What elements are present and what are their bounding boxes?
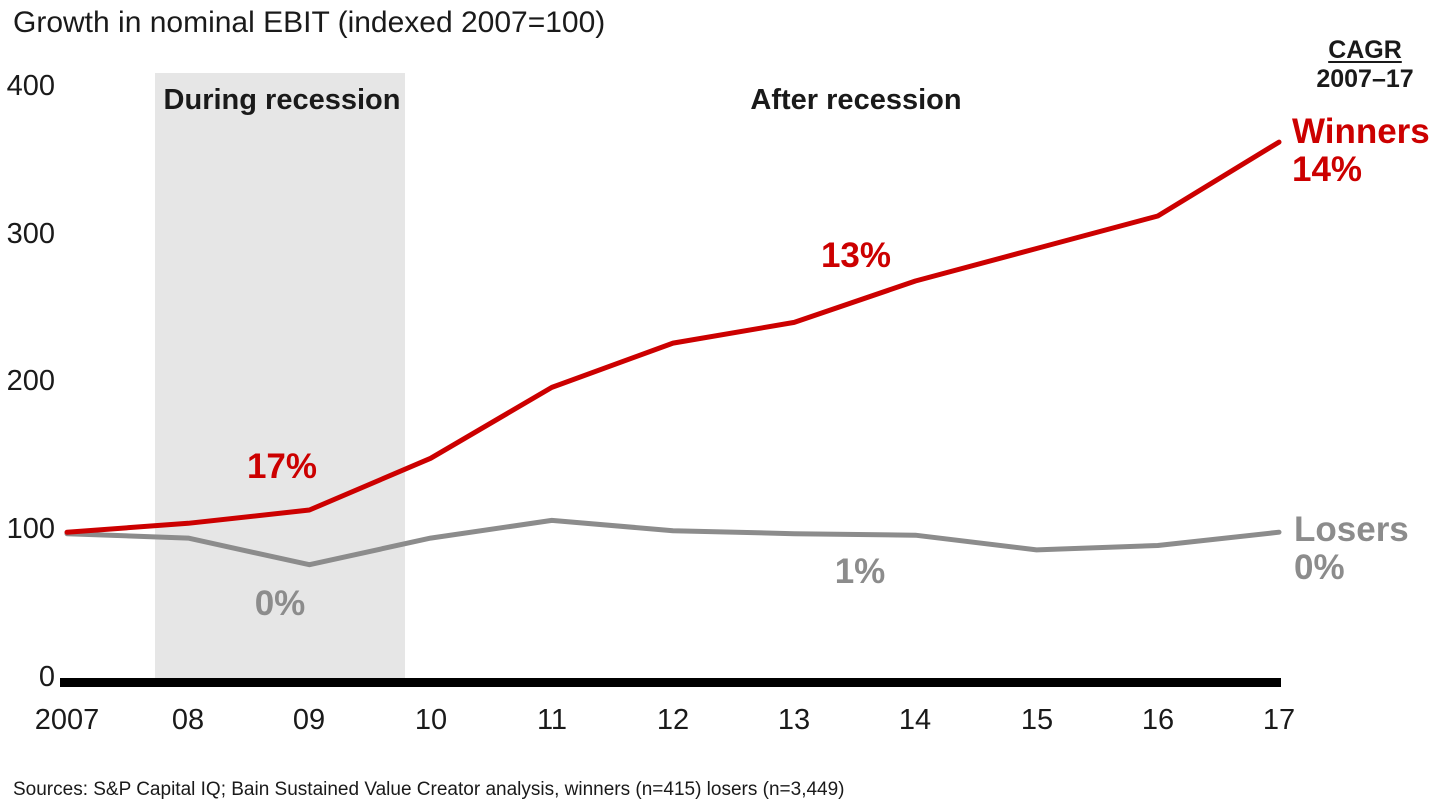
x-tick-08: 08 (171, 704, 205, 736)
winners-after-cagr-label: 13% (820, 236, 892, 275)
x-tick-09: 09 (292, 704, 326, 736)
x-tick-16: 16 (1141, 704, 1175, 736)
x-tick-10: 10 (414, 704, 448, 736)
losers-after-cagr-label: 1% (834, 552, 886, 591)
losers-series-cagr: 0% (1294, 548, 1345, 587)
x-tick-14: 14 (898, 704, 932, 736)
winners-series-label: Winners 14% (1292, 113, 1430, 189)
x-tick-13: 13 (777, 704, 811, 736)
y-tick-0: 0 (38, 661, 55, 693)
y-tick-400: 400 (6, 70, 55, 102)
x-tick-11: 11 (536, 704, 568, 736)
cagr-header-range: 2007–17 (1316, 65, 1414, 93)
x-tick-2007: 2007 (34, 704, 100, 736)
winners-series-name: Winners (1292, 112, 1430, 151)
during-recession-label: During recession (163, 84, 401, 116)
losers-series-name: Losers (1294, 510, 1409, 549)
y-tick-200: 200 (6, 365, 55, 397)
losers-during-cagr-label: 0% (254, 584, 306, 623)
winners-series-cagr: 14% (1292, 150, 1363, 189)
cagr-header: CAGR 2007–17 (1300, 36, 1430, 94)
winners-during-cagr-label: 17% (246, 447, 318, 486)
sources-note: Sources: S&P Capital IQ; Bain Sustained … (13, 779, 845, 800)
chart-title: Growth in nominal EBIT (indexed 2007=100… (13, 6, 606, 39)
x-tick-17: 17 (1262, 704, 1296, 736)
x-tick-15: 15 (1020, 704, 1054, 736)
x-tick-12: 12 (656, 704, 690, 736)
cagr-header-label: CAGR (1328, 36, 1402, 64)
y-tick-300: 300 (6, 218, 55, 250)
losers-series-label: Losers 0% (1294, 511, 1409, 587)
x-axis-line (60, 678, 1281, 687)
y-tick-100: 100 (6, 513, 55, 545)
after-recession-label: After recession (750, 84, 962, 116)
